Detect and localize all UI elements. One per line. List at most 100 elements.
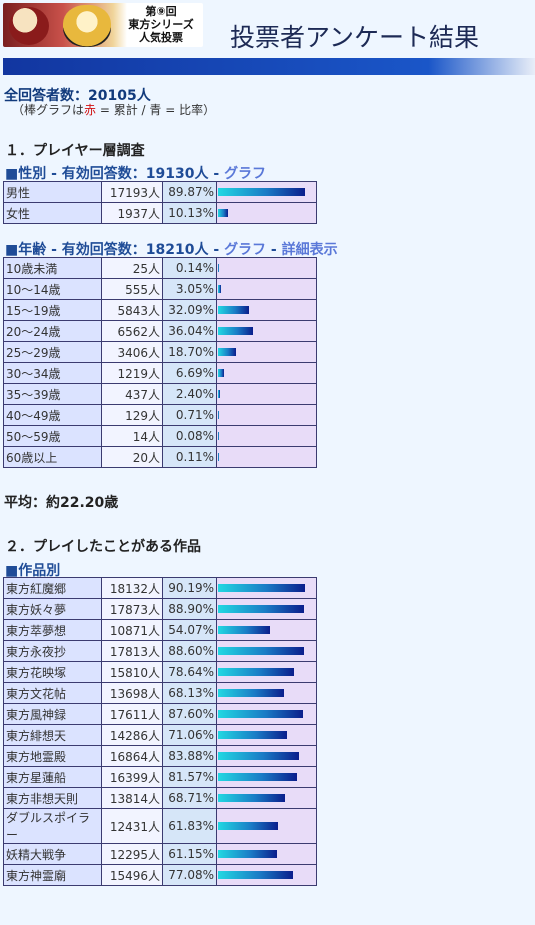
gender-table: 男性 17193人 89.87% 女性 1937人 10.13%	[3, 181, 317, 224]
row-label: 東方永夜抄	[3, 640, 102, 662]
row-count: 13698人	[101, 682, 163, 704]
row-percent: 0.08%	[162, 425, 217, 447]
ratio-bar	[218, 822, 278, 830]
ratio-bar	[218, 209, 228, 217]
table-row: 東方星蓮船 16399人 81.57%	[3, 766, 317, 788]
row-bar-cell	[216, 425, 317, 447]
row-label: 東方妖々夢	[3, 598, 102, 620]
character-illustration-1	[9, 7, 49, 45]
table-row: 東方紅魔郷 18132人 90.19%	[3, 577, 317, 599]
row-bar-cell	[216, 724, 317, 746]
bar-legend-note: （棒グラフは赤 = 累計 / 青 = 比率）	[12, 101, 215, 118]
row-label: 男性	[3, 181, 102, 203]
row-count: 12431人	[101, 808, 163, 844]
table-row: 妖精大戦争 12295人 61.15%	[3, 843, 317, 865]
row-bar-cell	[216, 619, 317, 641]
age-detail-link[interactable]: 詳細表示	[281, 242, 338, 258]
table-row: 東方地霊殿 16864人 83.88%	[3, 745, 317, 767]
table-row: 女性 1937人 10.13%	[3, 202, 317, 224]
row-percent: 0.14%	[162, 257, 217, 279]
row-label: 30～34歳	[3, 362, 102, 384]
row-percent: 10.13%	[162, 202, 217, 224]
row-label: 東方星蓮船	[3, 766, 102, 788]
ratio-bar	[218, 285, 221, 293]
ratio-bar	[218, 689, 285, 697]
row-percent: 81.57%	[162, 766, 217, 788]
row-bar-cell	[216, 446, 317, 468]
row-percent: 68.71%	[162, 787, 217, 809]
row-count: 15496人	[101, 864, 163, 886]
ratio-bar	[218, 369, 225, 377]
table-row: ダブルスポイラー 12431人 61.83%	[3, 808, 317, 844]
row-bar-cell	[216, 640, 317, 662]
row-count: 17873人	[101, 598, 163, 620]
section-played-works-title: ２．プレイしたことがある作品	[5, 539, 201, 555]
ratio-bar	[218, 710, 303, 718]
row-count: 12295人	[101, 843, 163, 865]
row-count: 20人	[101, 446, 163, 468]
table-row: 東方妖々夢 17873人 88.90%	[3, 598, 317, 620]
row-count: 13814人	[101, 787, 163, 809]
age-graph-link[interactable]: グラフ	[224, 242, 267, 258]
character-illustration-2	[63, 5, 111, 47]
row-count: 3406人	[101, 341, 163, 363]
row-count: 5843人	[101, 299, 163, 321]
row-label: 東方神霊廟	[3, 864, 102, 886]
ratio-bar	[218, 432, 219, 440]
row-label: 東方紅魔郷	[3, 577, 102, 599]
logo-line-1: 第⑨回	[145, 5, 177, 18]
works-table: 東方紅魔郷 18132人 90.19% 東方妖々夢 17873人 88.90% 東方萃夢想 1…	[3, 577, 317, 886]
ratio-bar	[218, 605, 305, 613]
table-row: 60歳以上 20人 0.11%	[3, 446, 317, 468]
row-percent: 90.19%	[162, 577, 217, 599]
row-bar-cell	[216, 341, 317, 363]
average-age: 平均：約22.20歳	[4, 495, 119, 511]
row-count: 17193人	[101, 181, 163, 203]
table-row: 50～59歳 14人 0.08%	[3, 425, 317, 447]
row-bar-cell	[216, 181, 317, 203]
row-percent: 83.88%	[162, 745, 217, 767]
header-band	[3, 58, 535, 75]
ratio-bar	[218, 453, 219, 461]
row-count: 25人	[101, 257, 163, 279]
ratio-bar	[218, 731, 287, 739]
total-respondents: 全回答者数：20105人	[4, 88, 151, 104]
row-bar-cell	[216, 682, 317, 704]
ratio-bar	[218, 188, 306, 196]
ratio-bar	[218, 327, 253, 335]
works-subtitle: ■作品別	[5, 563, 61, 579]
table-row: 男性 17193人 89.87%	[3, 181, 317, 203]
row-count: 437人	[101, 383, 163, 405]
table-row: 東方永夜抄 17813人 88.60%	[3, 640, 317, 662]
ratio-bar	[218, 647, 304, 655]
ratio-bar	[218, 752, 300, 760]
row-percent: 3.05%	[162, 278, 217, 300]
row-label: 東方風神録	[3, 703, 102, 725]
row-percent: 61.15%	[162, 843, 217, 865]
gender-graph-link[interactable]: グラフ	[224, 166, 267, 182]
row-label: 60歳以上	[3, 446, 102, 468]
row-label: 25～29歳	[3, 341, 102, 363]
row-percent: 68.13%	[162, 682, 217, 704]
popularity-poll-logo[interactable]: 第⑨回 東方シリーズ 人気投票	[3, 3, 203, 47]
row-bar-cell	[216, 383, 317, 405]
row-count: 1937人	[101, 202, 163, 224]
row-label: 10歳未満	[3, 257, 102, 279]
table-row: 東方神霊廟 15496人 77.08%	[3, 864, 317, 886]
row-label: 東方緋想天	[3, 724, 102, 746]
row-count: 16399人	[101, 766, 163, 788]
row-bar-cell	[216, 703, 317, 725]
gender-subtitle: ■性別 - 有効回答数：19130人 - グラフ	[5, 163, 266, 183]
row-bar-cell	[216, 843, 317, 865]
table-row: 10歳未満 25人 0.14%	[3, 257, 317, 279]
row-label: 40～49歳	[3, 404, 102, 426]
ratio-bar	[218, 626, 271, 634]
row-bar-cell	[216, 320, 317, 342]
row-label: 10～14歳	[3, 278, 102, 300]
ratio-bar	[218, 264, 219, 272]
logo-line-3: 人気投票	[139, 31, 183, 44]
row-percent: 2.40%	[162, 383, 217, 405]
legend-red-word: 赤	[84, 103, 97, 117]
row-bar-cell	[216, 299, 317, 321]
